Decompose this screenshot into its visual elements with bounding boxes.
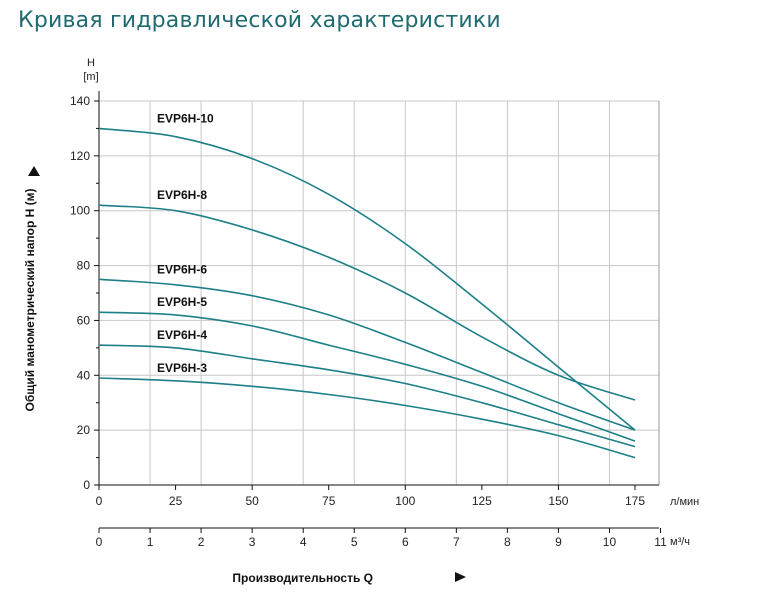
x-unit-secondary: м³/ч <box>670 536 690 548</box>
y-unit-bottom: [m] <box>83 71 98 83</box>
x-secondary-tick-label: 8 <box>504 535 511 549</box>
x-tick-label: 25 <box>169 494 183 508</box>
y-tick-label: 0 <box>83 478 90 492</box>
curve-evp6h-10 <box>98 127 636 431</box>
x-secondary-tick-label: 9 <box>555 535 562 549</box>
page-title: Кривая гидравлической характеристики <box>18 8 501 33</box>
x-tick-label: 125 <box>472 494 492 508</box>
x-tick-label: 0 <box>96 494 103 508</box>
y-tick-label: 140 <box>70 94 90 108</box>
y-tick-label: 20 <box>77 423 91 437</box>
y-tick-label: 40 <box>77 368 91 382</box>
x-tick-label: 150 <box>548 494 568 508</box>
x-secondary-tick-label: 5 <box>351 535 358 549</box>
x-secondary-tick-label: 4 <box>300 535 307 549</box>
x-secondary-tick-label: 0 <box>96 535 103 549</box>
y-axis-arrow-icon <box>28 166 40 176</box>
x-tick-label: 100 <box>395 494 415 508</box>
curve-evp6h-8 <box>98 204 636 401</box>
curve-label-evp6h-8: EVP6H-8 <box>157 188 207 202</box>
y-tick-label: 60 <box>77 313 91 327</box>
curve-label-evp6h-6: EVP6H-6 <box>157 262 207 276</box>
x-secondary-tick-label: 2 <box>198 535 205 549</box>
x-secondary-tick-label: 3 <box>249 535 256 549</box>
x-secondary-tick-label: 10 <box>603 535 617 549</box>
y-axis-title: Общий манометрический напор H (м) <box>23 188 37 411</box>
curve-label-evp6h-10: EVP6H-10 <box>157 111 214 125</box>
x-axis-arrow-icon <box>455 572 466 582</box>
y-tick-label: 100 <box>70 204 90 218</box>
x-secondary-tick-label: 11 <box>654 535 667 549</box>
x-unit-primary: л/мин <box>670 496 699 508</box>
curve-evp6h-6 <box>98 278 636 431</box>
x-secondary-tick-label: 6 <box>402 535 409 549</box>
series-labels: EVP6H-10 EVP6H-8 EVP6H-6 EVP6H-5 EVP6H-4 EVP6… <box>157 111 214 375</box>
x-tick-label: 175 <box>625 494 645 508</box>
x-secondary-tick-label: 7 <box>453 535 460 549</box>
y-tick-label: 120 <box>70 149 90 163</box>
grid <box>99 100 660 485</box>
x-tick-label: 50 <box>245 494 259 508</box>
y-unit-top: H <box>87 57 95 69</box>
curve-evp6h-3 <box>98 377 636 459</box>
curve-evp6h-5 <box>98 311 636 442</box>
y-tick-label: 80 <box>77 259 91 273</box>
curve-label-evp6h-3: EVP6H-3 <box>157 361 207 375</box>
curve-evp6h-4 <box>98 344 636 448</box>
x-axis-title: Производительность Q <box>232 571 373 585</box>
curve-label-evp6h-4: EVP6H-4 <box>157 328 207 342</box>
curve-label-evp6h-5: EVP6H-5 <box>157 295 207 309</box>
x-secondary-tick-label: 1 <box>147 535 154 549</box>
series-group <box>98 127 636 459</box>
x-tick-label: 75 <box>322 494 336 508</box>
